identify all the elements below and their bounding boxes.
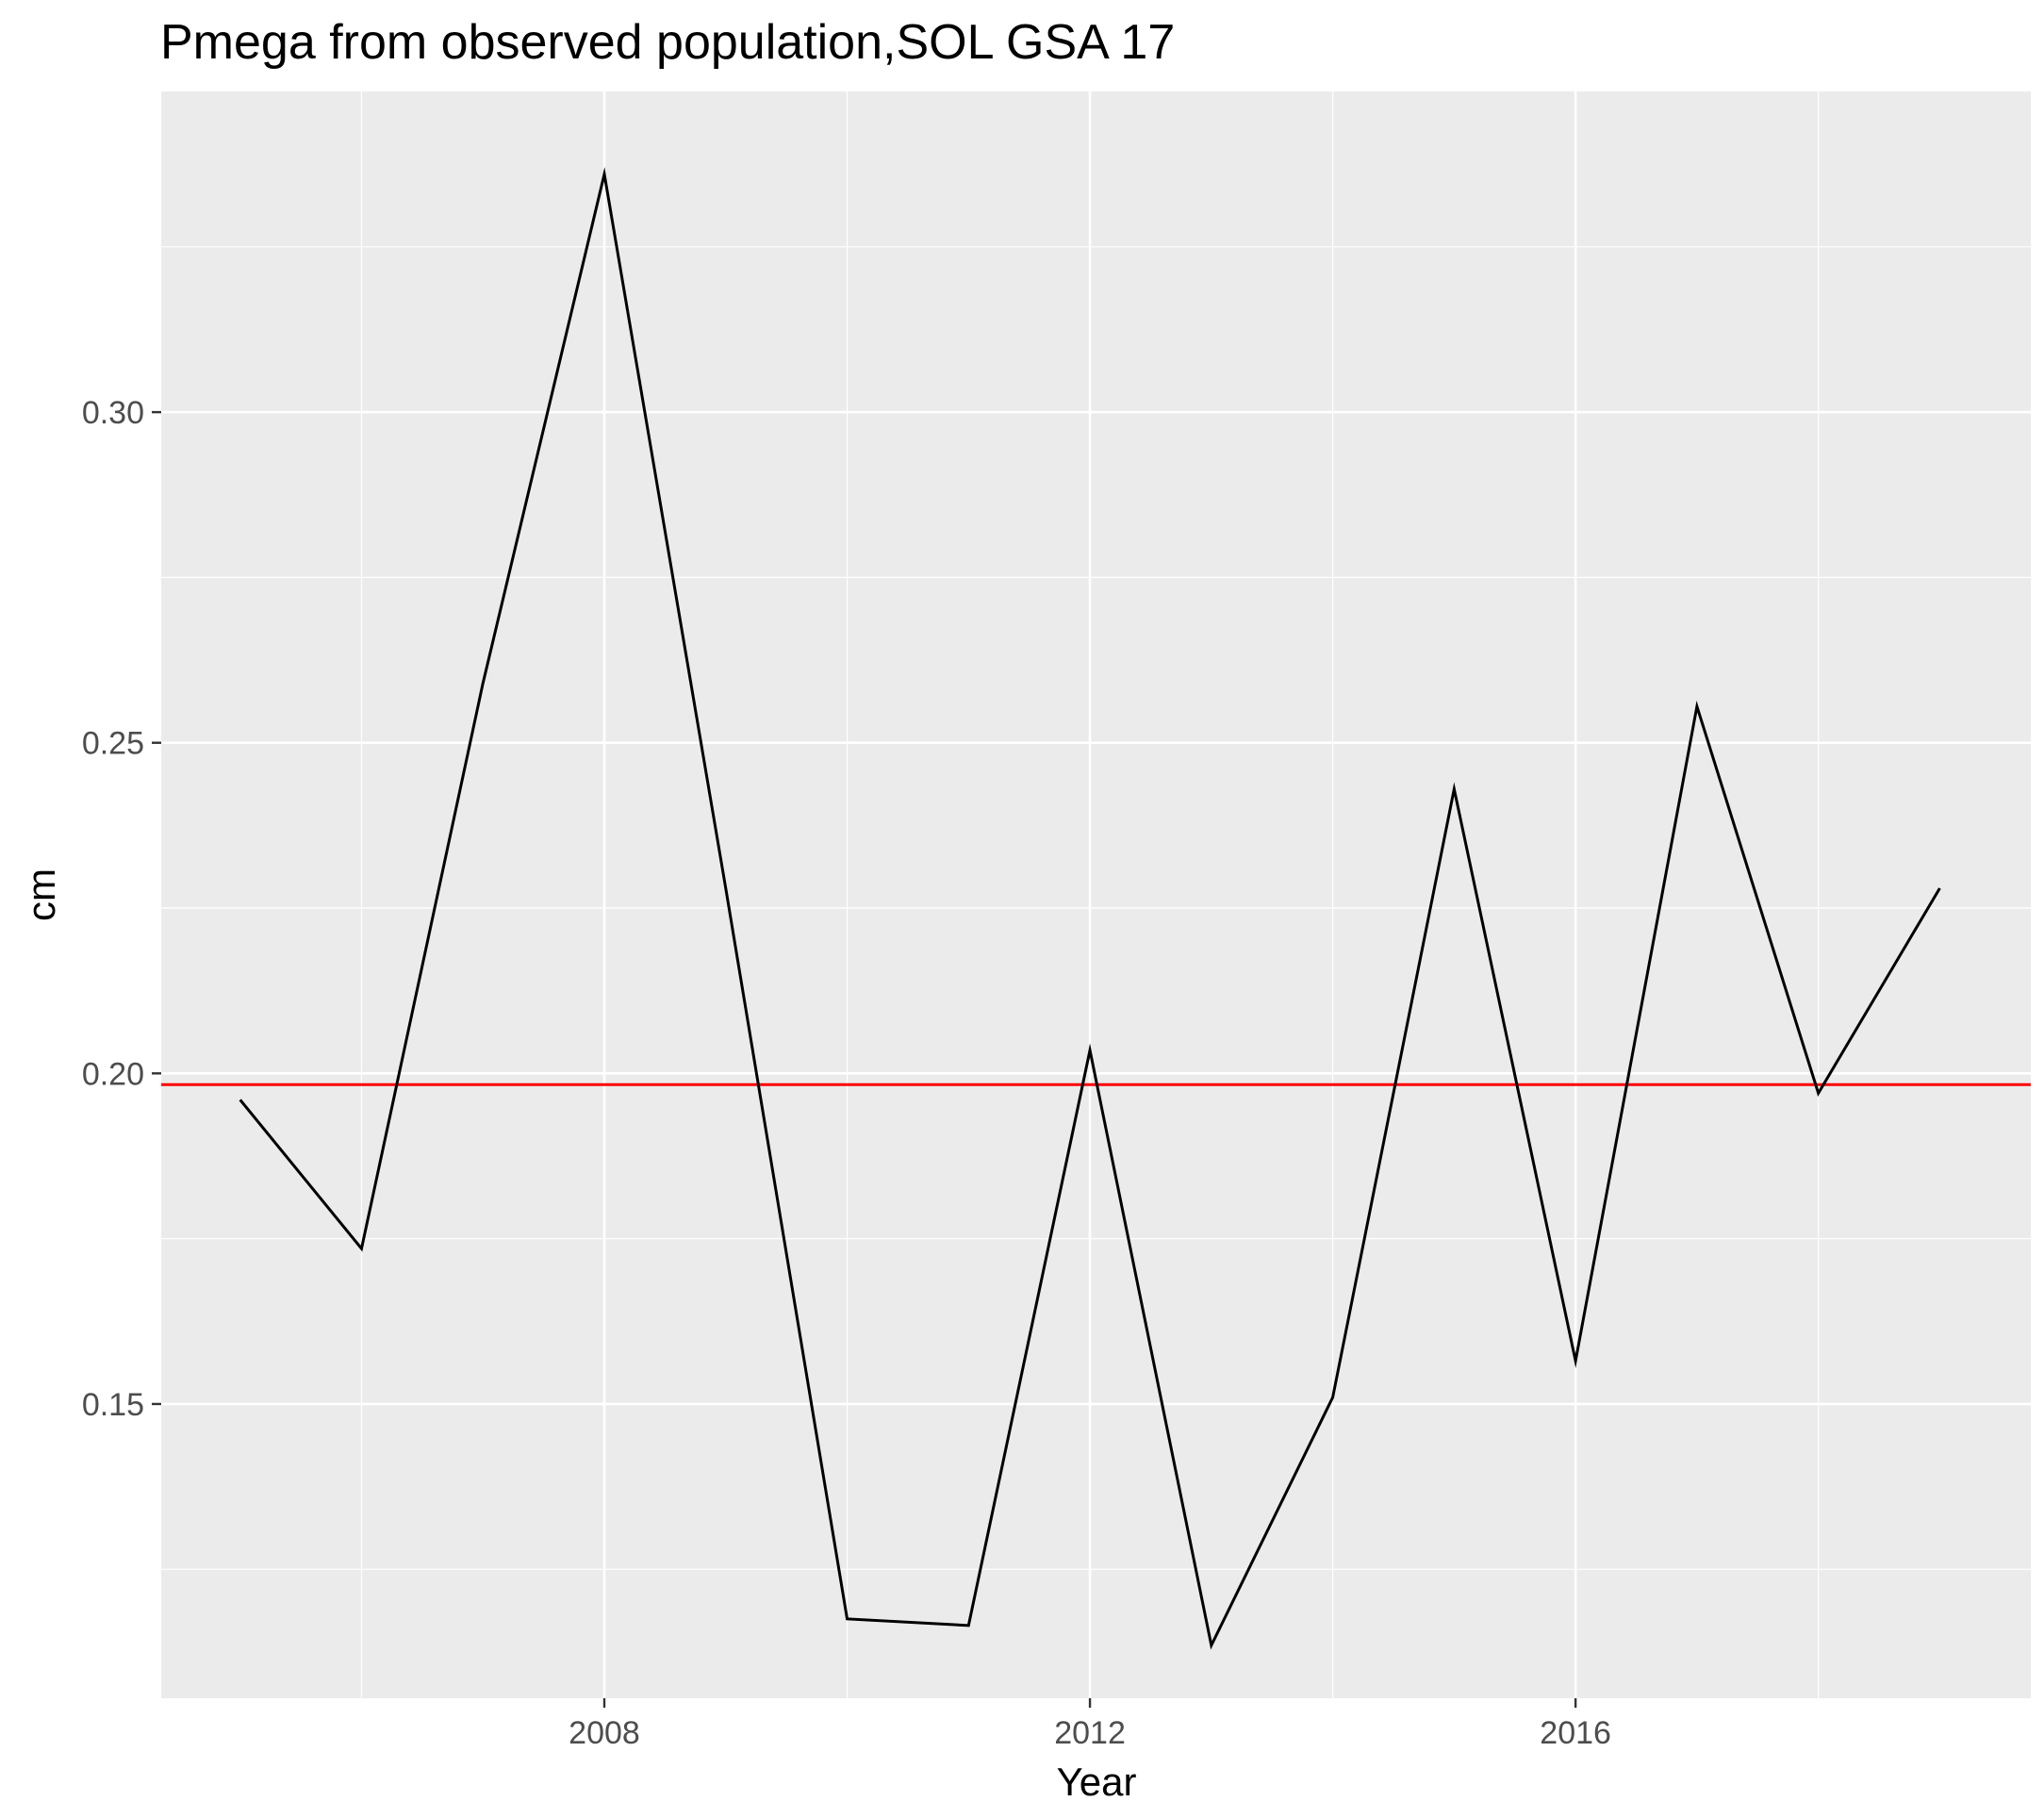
y-tick-label: 0.20: [82, 1056, 144, 1092]
y-tick-label: 0.30: [82, 395, 144, 431]
x-axis-title: Year: [1057, 1760, 1137, 1804]
x-tick-label: 2012: [1054, 1715, 1126, 1751]
x-tick-label: 2016: [1540, 1715, 1611, 1751]
series-line: [239, 167, 1941, 1650]
axes-layer: 2008 2012 2016 0.15 0.20 0.25 0.30: [82, 395, 1611, 1751]
y-axis-title: cm: [19, 868, 63, 921]
x-tick-label: 2008: [569, 1715, 640, 1751]
chart-title: Pmega from observed population,SOL GSA 1…: [160, 15, 1175, 70]
y-tick-label: 0.25: [82, 726, 144, 762]
plot-panel: [161, 91, 2031, 1698]
series-layer: [239, 167, 1941, 1650]
y-tick-label: 0.15: [82, 1387, 144, 1423]
minor-gridlines: [161, 91, 2031, 1698]
